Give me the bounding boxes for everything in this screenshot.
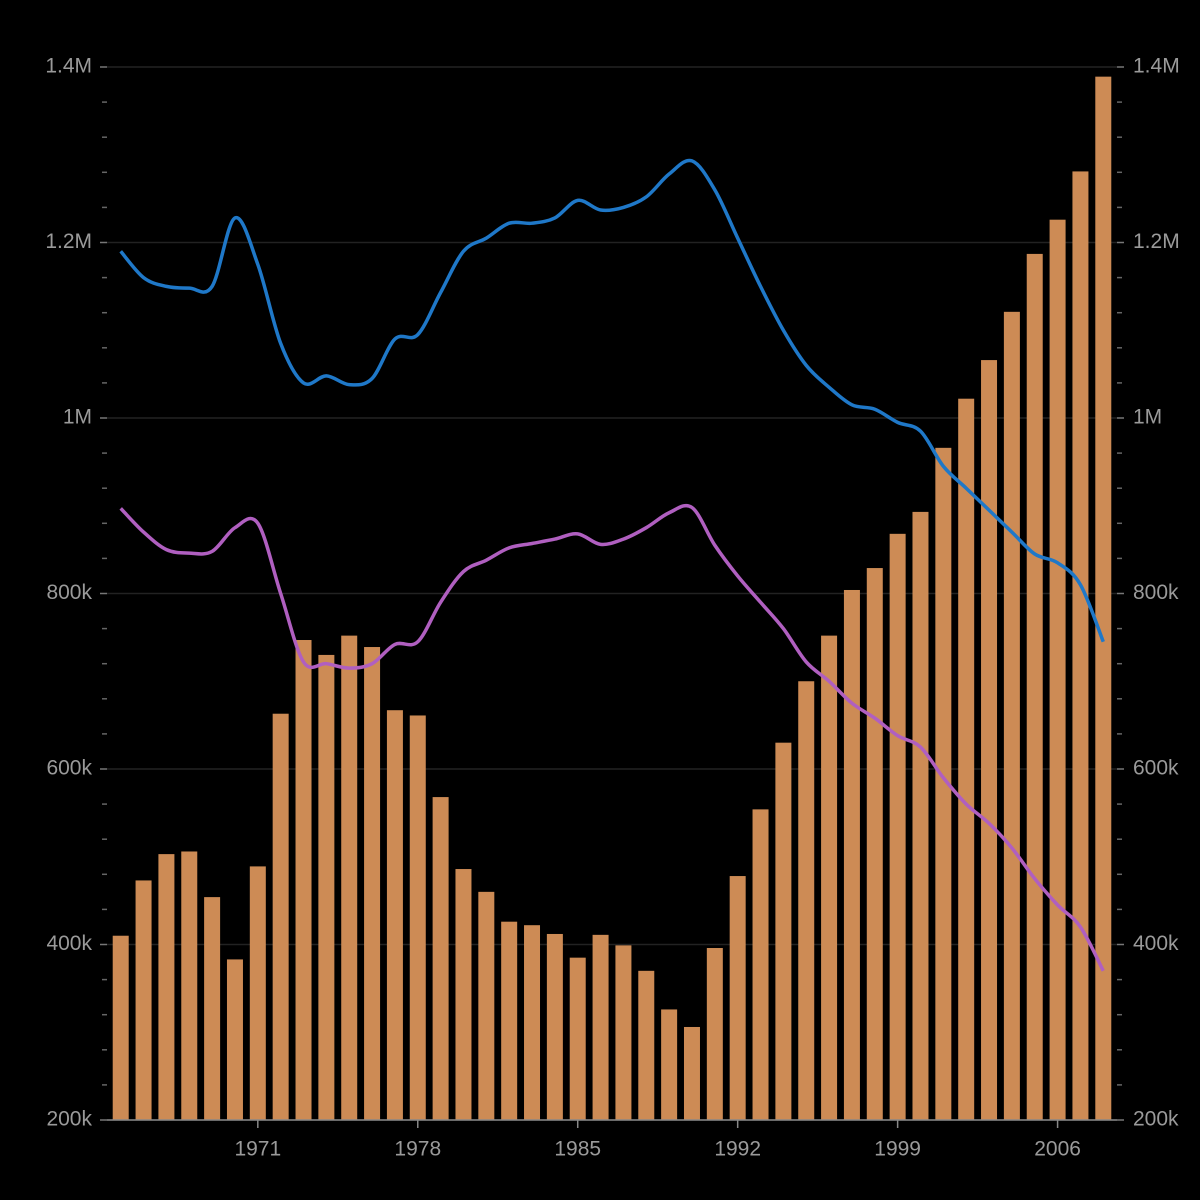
y2-tick-label: 800k	[1133, 581, 1179, 604]
bar	[204, 897, 221, 1120]
bar	[135, 880, 152, 1120]
bar	[935, 447, 952, 1121]
bar	[386, 710, 403, 1120]
bar	[1026, 253, 1043, 1121]
bar	[615, 945, 632, 1120]
bar	[889, 533, 906, 1120]
bar	[546, 933, 563, 1120]
bar	[501, 921, 518, 1120]
bar	[341, 635, 358, 1120]
bar	[478, 891, 495, 1120]
bar	[455, 869, 472, 1120]
bar	[226, 959, 243, 1120]
bar	[821, 635, 838, 1120]
bar	[1072, 171, 1089, 1121]
bar	[318, 654, 335, 1120]
bar	[706, 948, 723, 1120]
bar	[1049, 219, 1066, 1120]
bar	[866, 568, 883, 1120]
bar	[981, 360, 998, 1121]
bar	[729, 876, 746, 1120]
bar	[638, 970, 655, 1120]
bar	[775, 742, 792, 1120]
bar	[158, 854, 175, 1120]
y-tick-label: 1.2M	[45, 230, 92, 253]
x-tick-label: 1971	[234, 1138, 281, 1161]
bar	[364, 647, 381, 1120]
bar	[524, 925, 541, 1120]
y-tick-label: 400k	[46, 932, 92, 955]
bar	[843, 589, 860, 1120]
y2-tick-label: 200k	[1133, 1108, 1179, 1131]
y-tick-label: 200k	[46, 1108, 92, 1131]
bar	[409, 715, 426, 1120]
x-tick-label: 1978	[394, 1138, 441, 1161]
bar	[1095, 76, 1112, 1121]
bar	[683, 1026, 700, 1120]
y2-tick-label: 1M	[1133, 406, 1162, 429]
bar	[592, 934, 609, 1120]
bar	[181, 851, 198, 1120]
line-series	[119, 503, 1105, 972]
bar	[958, 398, 975, 1120]
y2-tick-label: 400k	[1133, 932, 1179, 955]
x-tick-label: 1985	[554, 1138, 601, 1161]
y-tick-label: 600k	[46, 757, 92, 780]
y-tick-label: 1M	[63, 406, 92, 429]
bar	[798, 681, 815, 1120]
bar	[912, 511, 929, 1121]
bar	[432, 797, 449, 1120]
y2-tick-label: 600k	[1133, 757, 1179, 780]
bar	[272, 713, 289, 1120]
bar	[569, 957, 586, 1120]
bar	[249, 866, 266, 1120]
x-tick-label: 2006	[1034, 1138, 1081, 1161]
x-tick-label: 1992	[714, 1138, 761, 1161]
bar	[112, 935, 129, 1120]
line-series	[119, 158, 1105, 643]
y2-tick-label: 1.4M	[1133, 55, 1180, 78]
bar	[295, 640, 312, 1120]
bar	[752, 809, 769, 1120]
x-tick-label: 1999	[874, 1138, 921, 1161]
bar	[1003, 311, 1020, 1120]
y-tick-label: 800k	[46, 581, 92, 604]
y2-tick-label: 1.2M	[1133, 230, 1180, 253]
bar	[661, 1009, 678, 1120]
y-tick-label: 1.4M	[45, 55, 92, 78]
